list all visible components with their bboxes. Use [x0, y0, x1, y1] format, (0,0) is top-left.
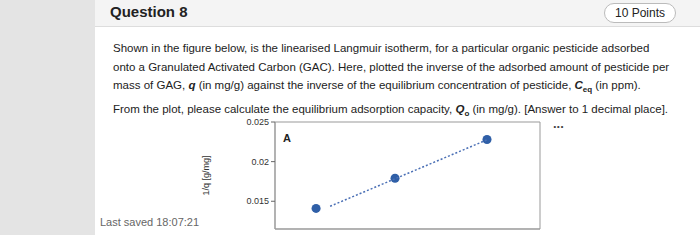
svg-text:0.02: 0.02: [251, 157, 269, 167]
svg-text:1/q [g/mg]: 1/q [g/mg]: [201, 155, 211, 195]
html-text:mass of GAG, q (in mg/g) again: mass of GAG, q (in mg/g) against the inv…: [113, 79, 641, 95]
html-text:Last saved 18:07:21: Last saved 18:07:21: [100, 216, 200, 228]
html-text:onto a Granulated Activated Ca: onto a Granulated Activated Carbon (GAC)…: [113, 60, 670, 73]
svg-text:0.025: 0.025: [246, 117, 269, 127]
html-text:Shown in the figure below, is: Shown in the figure below, is the linear…: [113, 42, 650, 54]
html-text:Question 8: Question 8: [110, 3, 188, 20]
html-text:A: A: [283, 132, 291, 144]
svg-text:0.015: 0.015: [246, 196, 269, 206]
html-text:10 Points: 10 Points: [615, 6, 665, 20]
html-text:From the plot, please calculat: From the plot, please calculate the equi…: [113, 102, 668, 119]
